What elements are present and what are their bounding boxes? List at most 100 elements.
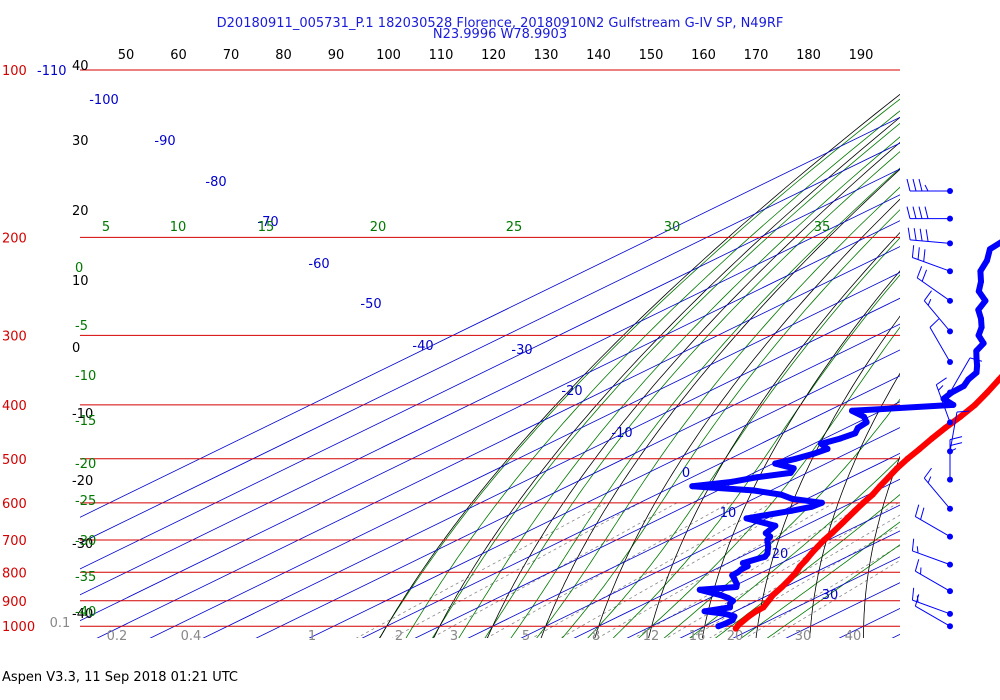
moist-adiabat-line xyxy=(378,98,900,638)
mixing-ratio-label: 40 xyxy=(845,629,862,644)
wind-barb-dot xyxy=(947,187,953,194)
temperature-profile-point xyxy=(753,608,759,615)
moist-adiabat-label: -35 xyxy=(75,570,96,585)
wind-barb-flag xyxy=(969,357,983,362)
wind-barb xyxy=(914,504,953,540)
dewpoint-profile-point xyxy=(849,407,855,414)
mixing-ratio-line xyxy=(666,502,899,638)
temperature-profile-point xyxy=(984,389,991,396)
isotherm-line xyxy=(80,220,900,622)
wind-barb-staff xyxy=(915,605,951,627)
wind-barb-flag xyxy=(914,594,920,607)
temperature-profile-point xyxy=(787,575,794,582)
moist-adiabat-label: 35 xyxy=(814,220,831,235)
wind-barb xyxy=(947,357,983,396)
temperature-profile-point xyxy=(877,483,883,490)
temperature-profile-point xyxy=(808,550,815,557)
temperature-profile-point xyxy=(760,604,767,611)
dewpoint-profile-point xyxy=(818,499,825,506)
left-temperature-tick-label: -10 xyxy=(72,407,93,422)
dewpoint-profile-point xyxy=(772,460,779,467)
dry-adiabat-line xyxy=(809,372,900,638)
moist-adiabat-label: 5 xyxy=(102,220,110,235)
top-temperature-tick-label: 60 xyxy=(170,48,187,63)
moist-adiabat-label: 20 xyxy=(370,220,387,235)
isotherm-line xyxy=(679,530,900,638)
mixing-ratio-label: 20 xyxy=(727,629,744,644)
moist-adiabat-label: -15 xyxy=(75,414,96,429)
dewpoint-profile-point xyxy=(722,620,728,627)
mixing-ratio-line xyxy=(770,559,900,638)
wind-barb-flag xyxy=(924,206,929,219)
wind-barb-staff xyxy=(949,357,971,393)
temperature-profile-point xyxy=(803,556,810,563)
temperature-profile-point xyxy=(793,569,800,576)
wind-barb-flag xyxy=(924,184,929,192)
dewpoint-profile-point xyxy=(772,522,779,529)
wind-barb-dot xyxy=(947,561,953,568)
dewpoint-profile-point xyxy=(764,550,771,557)
wind-barb-staff xyxy=(916,277,951,302)
mixing-ratio-label: 5 xyxy=(522,629,530,644)
dewpoint-profile-point xyxy=(788,507,795,514)
moist-adiabat-label: 0 xyxy=(75,261,83,276)
dewpoint-profile-point xyxy=(837,435,844,442)
wind-barb-flag xyxy=(912,206,917,219)
dewpoint-profile-point xyxy=(860,413,867,420)
wind-barb-flag xyxy=(912,178,917,192)
dewpoint-profile-point xyxy=(978,278,984,285)
mixing-ratio-label: 0.2 xyxy=(107,629,128,644)
isotherm-label: -110 xyxy=(37,64,67,79)
wind-barb xyxy=(923,290,953,335)
dewpoint-profile-point xyxy=(973,348,980,354)
temperature-profile-point xyxy=(996,376,1000,383)
wind-barb-flag xyxy=(920,507,925,520)
wind-barb xyxy=(906,206,953,222)
isotherm-line xyxy=(255,323,900,638)
mixing-ratio-line xyxy=(391,502,641,638)
top-temperature-tick-label: 100 xyxy=(376,48,401,63)
wind-barb-staff xyxy=(910,239,951,244)
wind-barb-flag xyxy=(911,245,915,258)
pressure-tick-label: 600 xyxy=(2,497,27,512)
wind-barb xyxy=(923,467,953,512)
wind-barb-staff xyxy=(912,550,951,566)
dewpoint-profile-point xyxy=(744,563,751,570)
temperature-profile-point xyxy=(736,620,743,627)
wind-barb xyxy=(906,178,953,194)
footer-version-timestamp: Aspen V3.3, 11 Sep 2018 01:21 UTC xyxy=(2,670,239,685)
dewpoint-profile-point xyxy=(689,483,696,490)
temperature-profile-point xyxy=(957,413,964,420)
dewpoint-profile-point xyxy=(718,592,725,599)
temperature-profile-point xyxy=(904,455,911,462)
dewpoint-profile-point xyxy=(729,572,736,579)
top-temperature-tick-label: 140 xyxy=(586,48,611,63)
dewpoint-profile-point xyxy=(729,478,735,485)
left-temperature-tick-label: 40 xyxy=(72,59,89,74)
wind-barb-flag xyxy=(907,227,911,240)
temperature-profile-point xyxy=(860,499,867,506)
isotherm-label: 30 xyxy=(822,588,839,603)
isotherm-label: -30 xyxy=(511,343,532,358)
wind-barb-dot xyxy=(947,215,953,222)
dewpoint-profile-point xyxy=(980,340,987,347)
wind-barb-staff xyxy=(912,599,951,615)
dewpoint-profile-point xyxy=(824,445,831,452)
dewpoint-profile-point xyxy=(984,257,990,264)
wind-barb-flag xyxy=(918,178,923,192)
dewpoint-profile-point xyxy=(787,469,794,476)
wind-barb-dot xyxy=(947,297,953,304)
top-temperature-tick-label: 170 xyxy=(744,48,769,63)
wind-barb xyxy=(911,538,953,568)
left-temperature-tick-label: -30 xyxy=(72,537,93,552)
isotherm-line xyxy=(308,349,900,638)
pressure-tick-label: 500 xyxy=(2,453,27,468)
pressure-tick-label: 1000 xyxy=(2,620,35,635)
mixing-ratio-label: 12 xyxy=(643,629,660,644)
pressure-tick-label: 200 xyxy=(2,231,27,246)
moist-adiabat-label: -5 xyxy=(75,319,88,334)
wind-barb xyxy=(911,587,953,617)
temperature-profile-point xyxy=(916,445,923,452)
wind-barb-dot xyxy=(947,359,953,366)
